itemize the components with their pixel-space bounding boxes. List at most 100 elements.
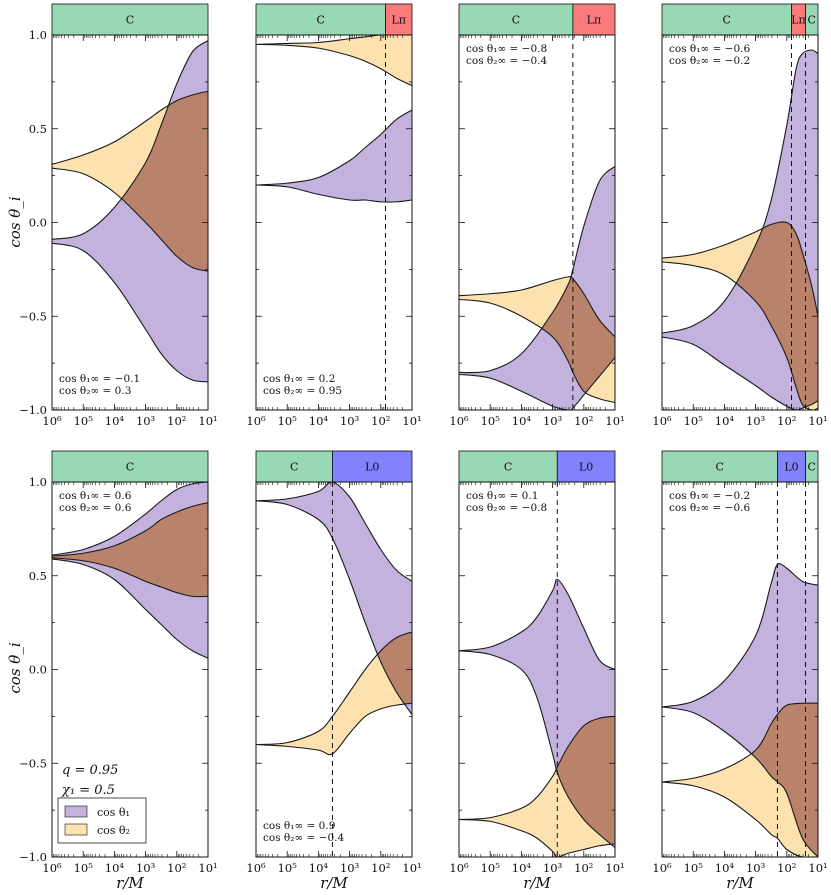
cos-theta2-upper-line (52, 502, 208, 557)
cos-theta2-lower-line (662, 261, 818, 410)
y-tick-label: 0.5 (29, 122, 47, 136)
x-tick-label: 10⁵ (684, 861, 704, 875)
cos-theta2-upper-line (662, 221, 818, 317)
regime-label: C (808, 461, 816, 474)
initial-condition-annotation: cos θ₁∞ = 0.2 (263, 373, 335, 385)
initial-condition-annotation: cos θ₂∞ = 0.95 (263, 385, 342, 397)
cos-theta2-lower-line (459, 298, 615, 404)
legend-label: cos θ₁ (97, 806, 130, 819)
y-tick-label: −0.5 (19, 756, 47, 770)
cos-theta1-lower-line (52, 242, 208, 383)
x-tick-label: 10⁶ (652, 861, 672, 875)
plot-area (459, 165, 615, 410)
cos-theta2-area (256, 632, 412, 755)
x-tick-label: 10² (371, 861, 390, 875)
plot-area (459, 578, 615, 857)
x-tick-label: 10⁶ (246, 414, 266, 428)
overlap-area (52, 502, 208, 597)
y-tick-label: −0.5 (19, 309, 47, 323)
cos-theta2-lower-line (256, 702, 412, 756)
y-tick-label: 0.0 (29, 216, 47, 230)
x-tick-label: 10¹ (402, 414, 421, 428)
regime-band-c (458, 450, 558, 483)
x-tick-label: 10³ (340, 861, 360, 875)
plot-area (256, 35, 412, 203)
cos-theta1-lower-line (256, 184, 412, 203)
regime-band-c (51, 3, 209, 36)
regime-label: L0 (365, 461, 379, 474)
regime-band-lpi (385, 3, 413, 36)
regime-label: C (723, 14, 731, 27)
x-tick-label: 10³ (136, 861, 156, 875)
parameter-label: q = 0.95 (62, 763, 118, 778)
initial-condition-annotation: cos θ₁∞ = −0.8 (466, 43, 547, 55)
cos-theta1-lower-line (52, 558, 208, 659)
regime-band-c (51, 450, 209, 483)
x-tick-label: 10² (167, 861, 186, 875)
y-tick-label: 1.0 (29, 28, 47, 42)
x-tick-label: 10¹ (402, 861, 421, 875)
cos-theta2-upper-line (459, 715, 615, 821)
cos-theta1-upper-line (459, 165, 615, 374)
regime-label: C (808, 14, 816, 27)
cos-theta1-lower-line (256, 500, 412, 715)
legend-box (57, 797, 147, 844)
cos-theta1-upper-line (256, 109, 412, 186)
regime-label: C (504, 461, 512, 474)
regime-band-c (255, 450, 333, 483)
regime-label: C (317, 14, 325, 27)
x-tick-label: 10⁴ (512, 414, 532, 428)
regime-band-l0 (777, 450, 806, 483)
legend: cos θ₁ cos θ₂ (57, 797, 147, 844)
regime-band-c (255, 3, 386, 36)
y-tick-label: 0.5 (29, 569, 47, 583)
cos-theta2-upper-line (256, 35, 412, 45)
x-tick-label: 10² (371, 414, 390, 428)
x-tick-label: 10³ (136, 414, 156, 428)
regime-band-c (661, 3, 792, 36)
x-tick-label: 10⁶ (449, 414, 469, 428)
cos-theta1-area (256, 110, 412, 203)
cos-theta1-area (662, 563, 818, 857)
x-tick-label: 10¹ (198, 861, 217, 875)
x-tick-label: 10⁵ (481, 414, 501, 428)
panel-8: C L0 C 10⁶ 10⁵ 10⁴ 10³ 10² 10¹ cos θ₁∞ = −0.2cos … (652, 450, 828, 875)
cos-theta2-upper-line (662, 702, 818, 783)
regime-label: C (126, 461, 134, 474)
x-tick-label: 10⁵ (74, 414, 94, 428)
x-tick-label: 10⁶ (246, 861, 266, 875)
y-axis-label-bottom: cos θ_i (6, 642, 24, 693)
x-tick-label: 10⁶ (42, 414, 62, 428)
x-tick-label: 10⁴ (105, 414, 125, 428)
regime-label: L0 (579, 461, 593, 474)
x-tick-label: 10⁴ (105, 861, 125, 875)
cos-theta2-lower-line (256, 43, 412, 87)
x-tick-label: 10³ (340, 414, 360, 428)
cos-theta2-upper-line (256, 631, 412, 746)
x-tick-label: 10⁴ (309, 414, 329, 428)
parameter-label: χ₁ = 0.5 (61, 783, 115, 798)
overlap-area (459, 276, 615, 403)
plot-area (52, 482, 208, 659)
x-tick-label: 10¹ (198, 414, 217, 428)
plot-area (256, 482, 412, 756)
x-tick-label: 10³ (543, 861, 563, 875)
x-tick-label: 10³ (543, 414, 563, 428)
cos-theta2-lower-line (52, 167, 208, 272)
regime-label: L0 (784, 461, 798, 474)
x-tick-label: 10⁶ (652, 414, 672, 428)
initial-condition-annotation: cos θ₂∞ = −0.6 (669, 502, 750, 514)
x-tick-label: 10² (167, 414, 186, 428)
x-axis-label-1: r/M (116, 874, 144, 892)
x-tick-label: 10⁴ (309, 861, 329, 875)
regime-label: C (716, 461, 724, 474)
y-tick-label: −1.0 (19, 403, 47, 417)
legend-swatch (64, 823, 88, 836)
initial-condition-annotation: cos θ₂∞ = 0.3 (59, 385, 131, 397)
x-tick-label: 10⁵ (278, 861, 298, 875)
y-tick-label: 0.0 (29, 663, 47, 677)
